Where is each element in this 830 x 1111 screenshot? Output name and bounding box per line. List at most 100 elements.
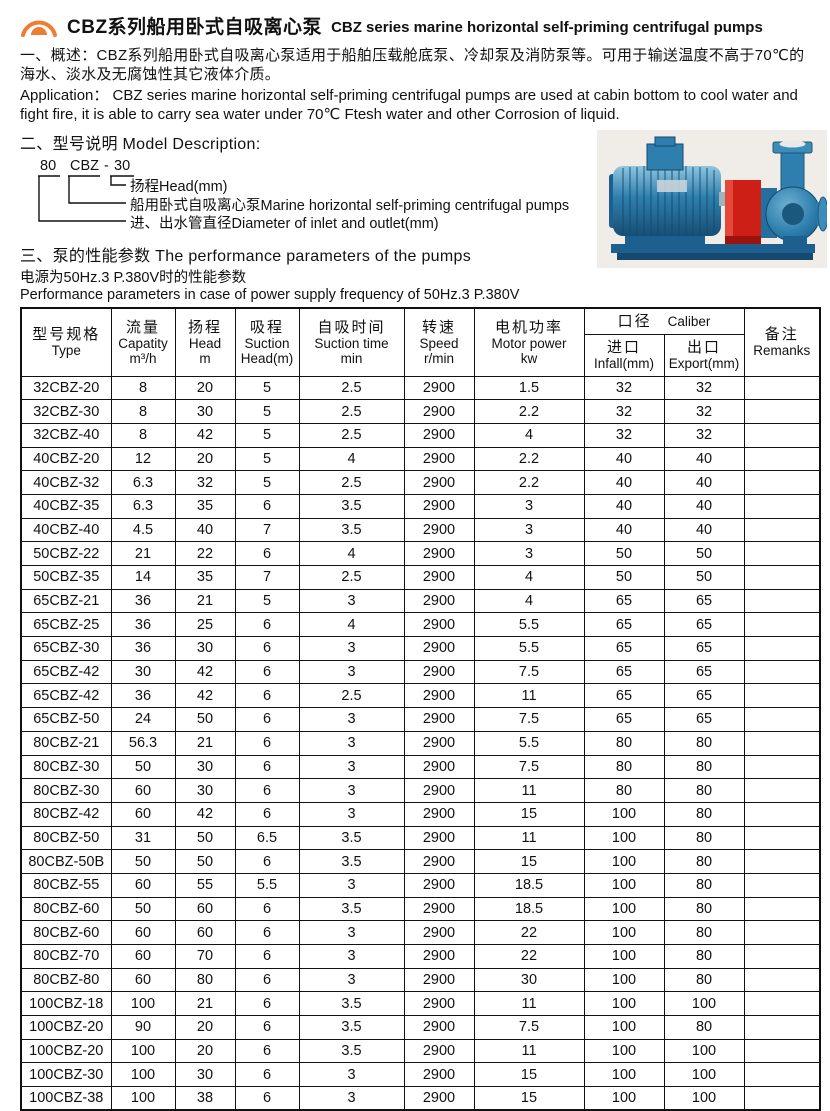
cell-type: 32CBZ-30 xyxy=(20,399,112,424)
cell-suction-time: 3.5 xyxy=(298,517,405,543)
cell-suction-head: 6 xyxy=(234,967,300,993)
cell-remarks xyxy=(743,446,821,472)
cell-speed: 2900 xyxy=(403,470,475,495)
cell-remarks xyxy=(743,707,821,732)
model-code-dash: - xyxy=(104,158,109,174)
cell-capacity: 100 xyxy=(110,1038,176,1064)
cell-remarks xyxy=(743,1086,821,1111)
col-header-head: 扬程 Head m xyxy=(174,307,236,377)
cell-export: 50 xyxy=(663,565,745,590)
cell-remarks xyxy=(743,636,821,661)
performance-table: 型号规格 Type 流量 Capatity m³/h 扬程 Head m 吸程 … xyxy=(20,307,822,1111)
cell-head: 20 xyxy=(174,1038,236,1064)
cell-speed: 2900 xyxy=(403,944,475,969)
cell-type: 65CBZ-42 xyxy=(20,659,112,685)
cell-speed: 2900 xyxy=(403,707,475,732)
cell-infall: 80 xyxy=(583,778,665,803)
cell-speed: 2900 xyxy=(403,1015,475,1040)
cell-suction-head: 6 xyxy=(234,612,300,638)
cell-head: 20 xyxy=(174,375,236,401)
cell-infall: 50 xyxy=(583,565,665,590)
table-row: 65CBZ-42 36 42 6 2.5 2900 11 65 65 xyxy=(20,683,821,709)
cell-capacity: 50 xyxy=(110,849,176,874)
cell-capacity: 50 xyxy=(110,754,176,780)
cell-motor-power: 5.5 xyxy=(473,636,585,661)
cell-type: 80CBZ-70 xyxy=(20,944,112,969)
cell-infall: 100 xyxy=(583,872,665,898)
cell-capacity: 60 xyxy=(110,872,176,898)
table-row: 100CBZ-30 100 30 6 3 2900 15 100 100 xyxy=(20,1062,821,1088)
cell-head: 60 xyxy=(174,896,236,922)
cell-capacity: 8 xyxy=(110,375,176,401)
cell-export: 40 xyxy=(663,470,745,495)
cell-suction-head: 5 xyxy=(234,470,300,495)
cell-head: 30 xyxy=(174,399,236,424)
cell-motor-power: 3 xyxy=(473,517,585,543)
cell-head: 20 xyxy=(174,446,236,472)
cell-remarks xyxy=(743,730,821,756)
cell-head: 70 xyxy=(174,944,236,969)
table-row: 32CBZ-20 8 20 5 2.5 2900 1.5 32 32 xyxy=(20,375,821,401)
cell-remarks xyxy=(743,825,821,851)
table-row: 80CBZ-30 60 30 6 3 2900 11 80 80 xyxy=(20,778,821,803)
cell-remarks xyxy=(743,588,821,614)
cell-capacity: 100 xyxy=(110,1062,176,1088)
cell-speed: 2900 xyxy=(403,825,475,851)
model-label-series: 船用卧式自吸离心泵Marine horizontal self-priming … xyxy=(130,198,570,214)
cell-infall: 65 xyxy=(583,683,665,709)
cell-type: 65CBZ-42 xyxy=(20,683,112,709)
cell-infall: 65 xyxy=(583,636,665,661)
cell-suction-head: 5 xyxy=(234,375,300,401)
col-header-suction-time: 自吸时间 Suction time min xyxy=(298,307,405,377)
cell-infall: 100 xyxy=(583,920,665,945)
cell-type: 65CBZ-50 xyxy=(20,707,112,732)
cell-type: 65CBZ-21 xyxy=(20,588,112,614)
table-row: 65CBZ-21 36 21 5 3 2900 4 65 65 xyxy=(20,588,821,614)
cell-head: 25 xyxy=(174,612,236,638)
cell-export: 65 xyxy=(663,588,745,614)
cell-type: 80CBZ-60 xyxy=(20,896,112,922)
cell-infall: 65 xyxy=(583,707,665,732)
cell-motor-power: 5.5 xyxy=(473,730,585,756)
cell-capacity: 6.3 xyxy=(110,493,176,519)
cell-remarks xyxy=(743,778,821,803)
cell-capacity: 50 xyxy=(110,896,176,922)
cell-infall: 40 xyxy=(583,517,665,543)
cell-remarks xyxy=(743,896,821,922)
cell-infall: 100 xyxy=(583,1015,665,1040)
cell-export: 80 xyxy=(663,849,745,874)
cell-suction-time: 2.5 xyxy=(298,683,405,709)
cell-infall: 100 xyxy=(583,801,665,827)
cell-type: 65CBZ-25 xyxy=(20,612,112,638)
cell-type: 32CBZ-20 xyxy=(20,375,112,401)
model-code-inlet: 80 xyxy=(40,158,57,174)
cell-suction-head: 6 xyxy=(234,801,300,827)
cell-type: 80CBZ-21 xyxy=(20,730,112,756)
cell-export: 80 xyxy=(663,944,745,969)
cell-export: 80 xyxy=(663,896,745,922)
cell-suction-time: 2.5 xyxy=(298,565,405,590)
cell-motor-power: 22 xyxy=(473,944,585,969)
cell-suction-time: 2.5 xyxy=(298,399,405,424)
cell-speed: 2900 xyxy=(403,778,475,803)
cell-motor-power: 11 xyxy=(473,1038,585,1064)
cell-capacity: 8 xyxy=(110,399,176,424)
cell-export: 100 xyxy=(663,1062,745,1088)
cell-export: 80 xyxy=(663,920,745,945)
cell-suction-head: 5 xyxy=(234,588,300,614)
cell-infall: 100 xyxy=(583,991,665,1017)
cell-suction-head: 6 xyxy=(234,1086,300,1111)
cell-suction-time: 3.5 xyxy=(298,1015,405,1040)
cell-export: 32 xyxy=(663,375,745,401)
cell-speed: 2900 xyxy=(403,849,475,874)
table-row: 80CBZ-21 56.3 21 6 3 2900 5.5 80 80 xyxy=(20,730,821,756)
table-row: 50CBZ-22 21 22 6 4 2900 3 50 50 xyxy=(20,541,821,566)
table-row: 32CBZ-30 8 30 5 2.5 2900 2.2 32 32 xyxy=(20,399,821,424)
cell-remarks xyxy=(743,470,821,495)
cell-speed: 2900 xyxy=(403,991,475,1017)
cell-motor-power: 3 xyxy=(473,541,585,566)
cell-speed: 2900 xyxy=(403,636,475,661)
cell-export: 40 xyxy=(663,517,745,543)
cell-remarks xyxy=(743,944,821,969)
cell-motor-power: 22 xyxy=(473,920,585,945)
